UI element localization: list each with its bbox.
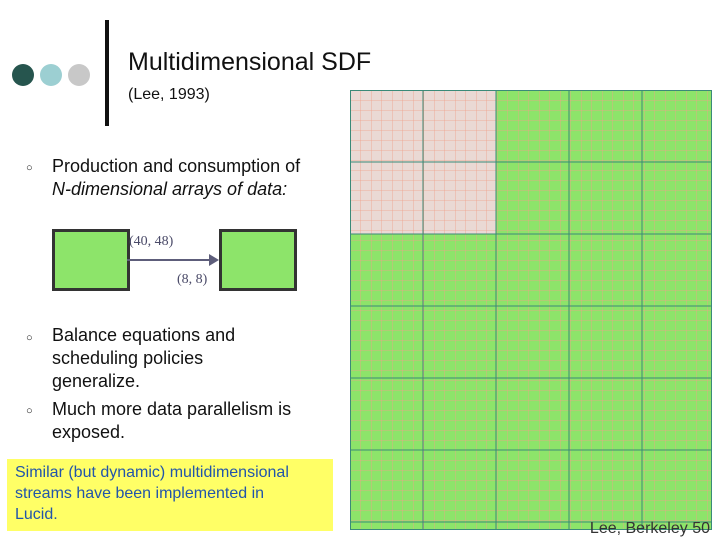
bullet-marker-icon: ○: [26, 162, 33, 174]
coarse-grid: [350, 90, 712, 530]
bullet-parallelism: Much more data parallelism is exposed.: [52, 398, 291, 444]
callout-line: streams have been implemented in: [15, 485, 265, 502]
bullet-marker-icon: ○: [26, 332, 33, 344]
fine-grid: [350, 90, 712, 530]
decor-dot-teal: [40, 64, 62, 86]
decor-dot-dark: [12, 64, 34, 86]
callout-line: Similar (but dynamic) multidimensional: [15, 464, 289, 481]
consumer-actor-box: [219, 229, 297, 291]
bullet-line: N-dimensional arrays of data:: [52, 179, 288, 199]
decor-dot-gray: [68, 64, 90, 86]
bullet-balance: Balance equations and scheduling policie…: [52, 324, 235, 393]
bullet-line: scheduling policies: [52, 348, 204, 368]
consume-rate-label: (8, 8): [177, 272, 208, 287]
arrow-head-icon: [209, 254, 219, 266]
bullet-line: Production and consumption of: [52, 156, 301, 176]
lucid-callout: Similar (but dynamic) multidimensional s…: [7, 459, 333, 531]
bullet-line: Much more data parallelism is: [52, 399, 292, 419]
title-divider: [105, 20, 109, 126]
arrow-line: [127, 259, 209, 261]
array-grid-illustration: [350, 90, 712, 530]
slide-subtitle: (Lee, 1993): [128, 86, 210, 103]
bullet-line: generalize.: [52, 371, 141, 391]
produce-rate-label: (40, 48): [129, 234, 174, 249]
bullet-line: Balance equations and: [52, 325, 236, 345]
producer-actor-box: [52, 229, 130, 291]
slide-footer: Lee, Berkeley 50: [589, 520, 710, 537]
callout-line: Lucid.: [15, 506, 58, 523]
bullet-marker-icon: ○: [26, 405, 33, 417]
slide-title: Multidimensional SDF: [128, 48, 372, 76]
bullet-line: exposed.: [52, 422, 126, 442]
bullet-production: Production and consumption of N-dimensio…: [52, 155, 300, 201]
